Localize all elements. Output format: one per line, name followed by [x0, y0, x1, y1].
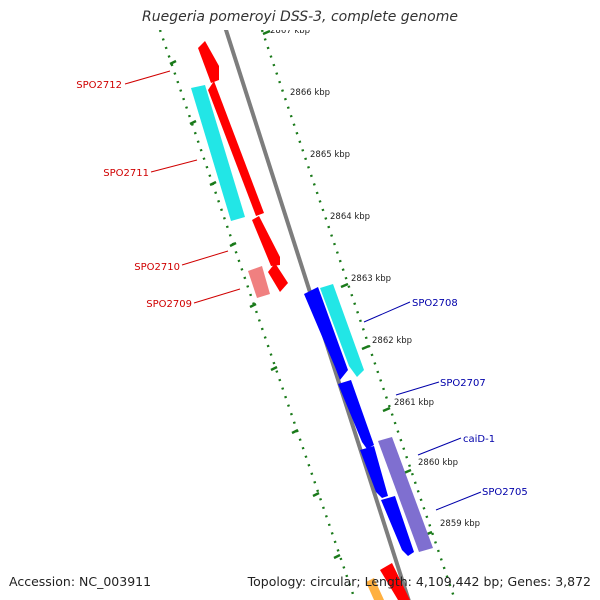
- major-tick: [291, 428, 299, 435]
- major-tick: [382, 406, 391, 413]
- gene-arrow-SPO2709: [248, 266, 270, 298]
- tick-label: 2862 kbp: [372, 336, 412, 346]
- gene-label-SPO2712: SPO2712: [76, 80, 122, 91]
- tick-label: 2861 kbp: [394, 398, 434, 408]
- gene-arrow-SPO2708-rna: [320, 284, 364, 377]
- major-tick: [209, 180, 217, 187]
- accession-text: Accession: NC_003911: [9, 574, 152, 589]
- major-tick: [169, 59, 177, 66]
- gene-arrow-SPO2710: [252, 216, 280, 266]
- major-ticks: [169, 59, 341, 560]
- gene-arrow-SPO2712: [198, 41, 219, 83]
- gene-label-SPO2711: SPO2711: [103, 168, 149, 179]
- tick-label: 2859 kbp: [440, 519, 480, 529]
- gene-label-caiD-1: caiD-1: [463, 434, 495, 445]
- tick-label: 2864 kbp: [330, 212, 370, 222]
- map-title: Ruegeria pomeroyi DSS-3, complete genome: [142, 9, 458, 25]
- gene-arrow-SPO2711: [208, 81, 264, 216]
- major-tick: [249, 302, 257, 309]
- major-tick: [333, 553, 341, 560]
- gene-label-SPO2710: SPO2710: [134, 262, 180, 273]
- tick-label: 2860 kbp: [418, 458, 458, 468]
- gene-label-SPO2707: SPO2707: [440, 378, 486, 389]
- track-guide-reverse: [260, 30, 457, 600]
- label-leader-SPO2709: [193, 288, 241, 304]
- tick-label: 2866 kbp: [290, 88, 330, 98]
- gene-arrow-partial-bottom-red: [380, 563, 410, 600]
- label-leader-SPO2708: [363, 301, 411, 323]
- major-tick: [262, 30, 271, 36]
- gene-arrow-partial-top-blue: [210, 20, 230, 30]
- label-leader-SPO2710: [181, 250, 229, 266]
- major-tick: [270, 365, 278, 372]
- gene-arrow-SPO2707: [338, 380, 374, 449]
- gene-arrow-caiD-1: [360, 446, 388, 498]
- gene-label-SPO2705: SPO2705: [482, 487, 528, 498]
- major-tick: [403, 468, 412, 475]
- tick-label: 2865 kbp: [310, 150, 350, 160]
- major-tick: [361, 344, 370, 351]
- tick-label: 2867 kbp: [270, 26, 310, 36]
- major-tick: [229, 241, 237, 248]
- label-leader-SPO2712: [124, 70, 171, 85]
- label-leader-SPO2707: [395, 381, 440, 396]
- gene-arrow-SPO2705-alt: [378, 437, 433, 552]
- label-leader-SPO2711: [150, 159, 198, 173]
- major-tick: [340, 282, 349, 289]
- gene-arrow-SPO2708: [304, 287, 348, 380]
- gene-arrow-SPO2709b: [268, 263, 288, 292]
- major-tick: [312, 491, 320, 498]
- gene-arrow-partial-top-green: [232, 20, 250, 30]
- label-leader-SPO2705: [435, 491, 482, 511]
- gene-arrow-SPO2705: [381, 496, 414, 556]
- genome-summary-text: Topology: circular; Length: 4,109,442 bp…: [247, 574, 591, 589]
- gene-arrow-partial-bottom-orange: [366, 578, 384, 600]
- major-tick: [189, 119, 197, 126]
- tick-label: 2863 kbp: [351, 274, 391, 284]
- gene-label-SPO2709: SPO2709: [146, 299, 192, 310]
- track-guide-forward: [158, 30, 357, 600]
- label-leader-caiD-1: [417, 437, 462, 456]
- gene-label-SPO2708: SPO2708: [412, 298, 458, 309]
- gene-arrow-SPO2711-rna: [191, 85, 245, 221]
